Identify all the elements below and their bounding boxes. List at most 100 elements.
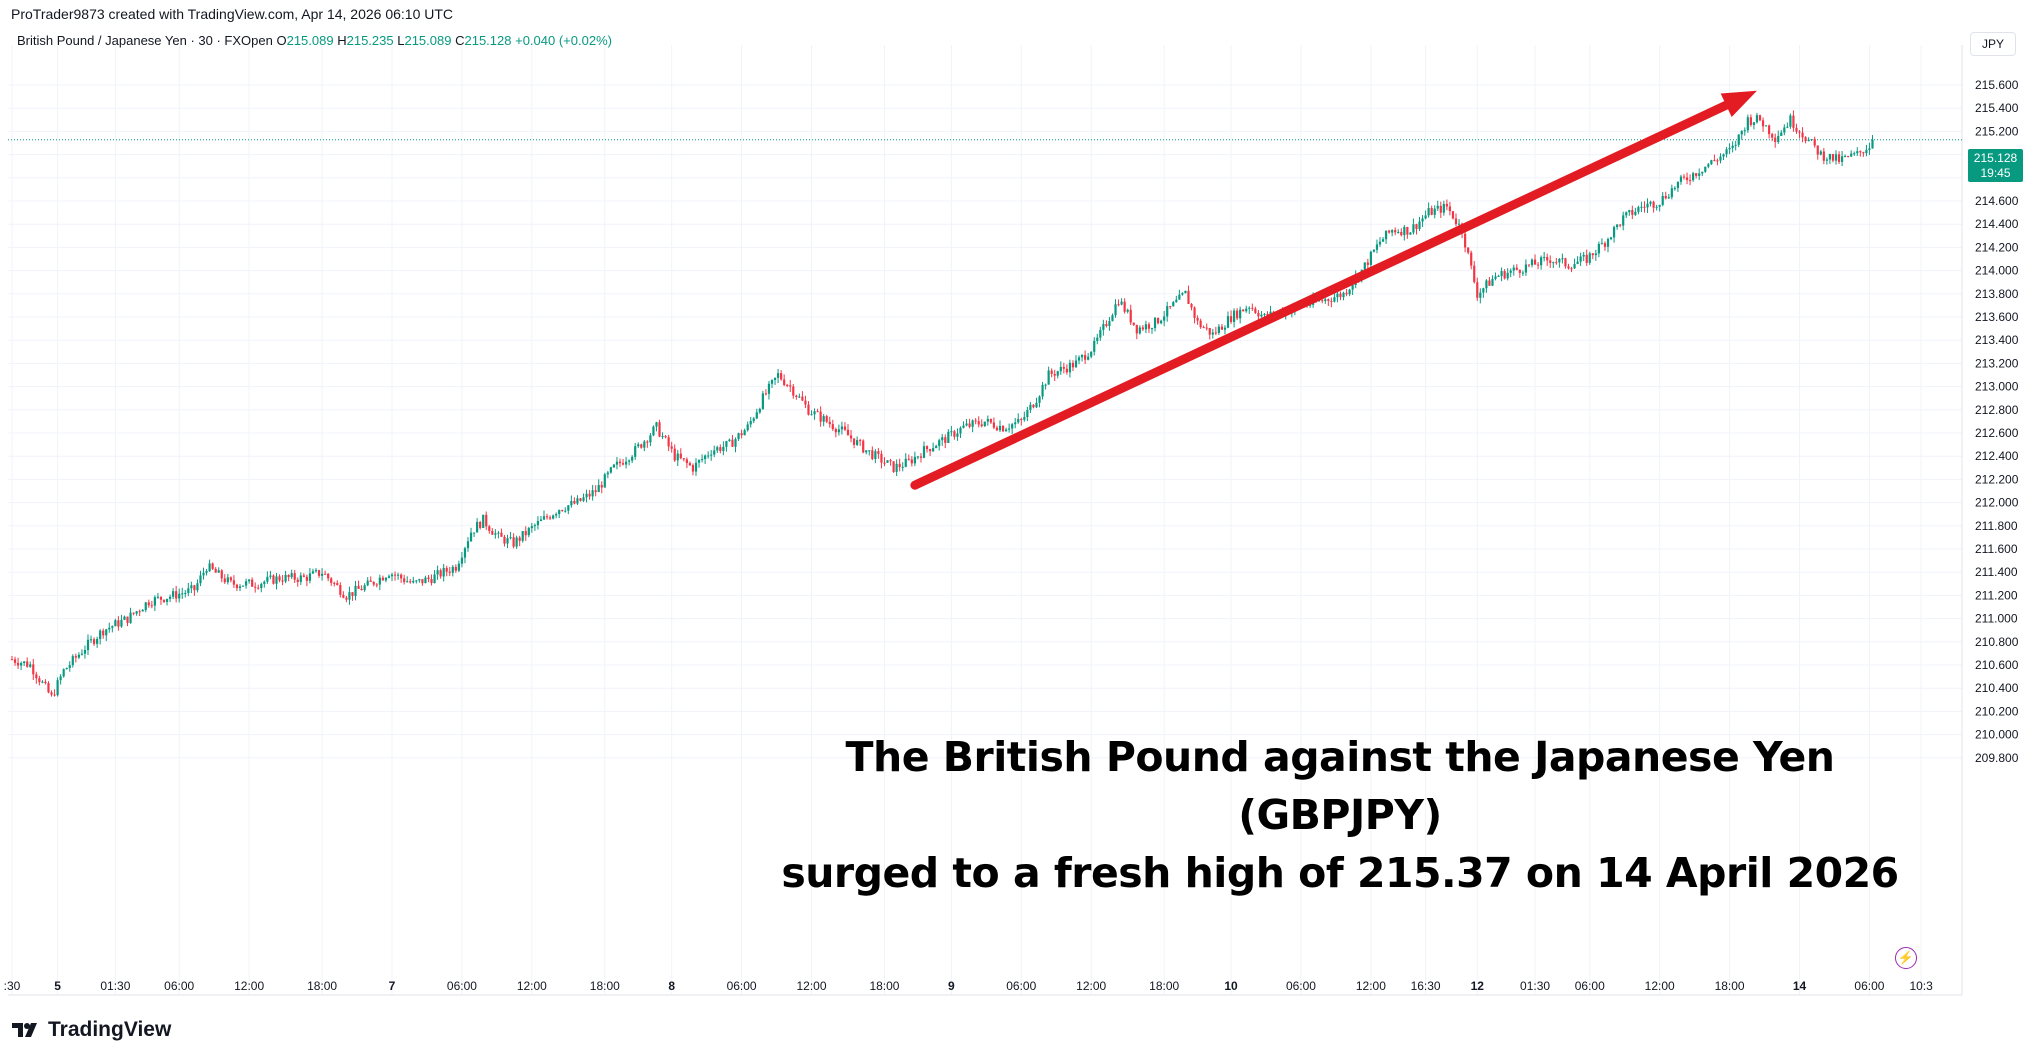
candle (700, 454, 704, 463)
candle (138, 609, 141, 617)
candle (412, 576, 415, 584)
candle (1482, 287, 1485, 298)
candle (1257, 310, 1260, 321)
candle (1470, 250, 1473, 270)
candle (263, 580, 266, 588)
candle (907, 454, 910, 461)
headline-annotation: The British Pound against the Japanese Y… (780, 728, 1900, 902)
candle (1518, 269, 1521, 278)
candle (1415, 223, 1418, 235)
lightning-icon[interactable]: ⚡ (1895, 947, 1917, 969)
trend-arrow[interactable] (910, 90, 1757, 490)
candle (877, 448, 880, 459)
candle (381, 575, 384, 581)
candle (491, 528, 494, 535)
candle (1208, 327, 1211, 340)
candle (1065, 364, 1068, 375)
price-tick-label: 214.400 (1975, 217, 2019, 231)
candle (1746, 114, 1749, 133)
candle (1597, 241, 1600, 258)
candle (1521, 270, 1524, 276)
candle (442, 563, 445, 582)
time-tick-label: 9 (948, 979, 955, 993)
candle (1087, 352, 1090, 361)
price-tick-label: 211.200 (1975, 588, 2018, 602)
candle (1099, 326, 1102, 341)
candle (1242, 309, 1245, 312)
candle (1777, 130, 1780, 144)
candle (597, 479, 600, 493)
candle (184, 590, 187, 598)
candle (74, 653, 77, 663)
candle (126, 616, 129, 627)
candle (1758, 114, 1762, 122)
candle (1160, 319, 1163, 325)
candle (1512, 264, 1515, 276)
candle (366, 577, 369, 587)
candle (664, 435, 667, 439)
candle (424, 575, 427, 584)
candle (68, 661, 71, 672)
candle (1585, 249, 1588, 266)
candle (737, 432, 740, 441)
candle (694, 458, 698, 476)
candle (950, 425, 953, 437)
tradingview-logo[interactable]: TradingView (12, 1018, 171, 1042)
candle (156, 593, 160, 599)
time-axis[interactable]: :30 5 01:30 06:00 12:00 18:00 7 06:00 12:00 18:00… (4, 979, 1933, 993)
candle (1871, 135, 1874, 149)
candle (667, 434, 670, 452)
candle (801, 391, 804, 402)
candle (883, 457, 886, 467)
candle (783, 374, 786, 387)
candle (1783, 124, 1786, 136)
candle (1536, 262, 1540, 270)
symbol-info-bar: British Pound / Japanese Yen · 30 · FXOp… (17, 33, 612, 48)
candle (26, 657, 29, 668)
candle (1384, 230, 1388, 244)
candle (1643, 201, 1646, 213)
candle (1591, 253, 1594, 260)
change-value: +0.040 (+0.02%) (515, 33, 612, 48)
candle (235, 583, 239, 591)
currency-button[interactable]: JPY (1970, 32, 2016, 56)
candle (41, 680, 44, 684)
candle (1245, 305, 1248, 313)
candle (479, 520, 482, 530)
candle (1658, 204, 1661, 212)
candle (1533, 254, 1537, 265)
candle (710, 450, 713, 461)
candle (555, 512, 558, 519)
candle (1409, 231, 1412, 235)
candle (1032, 404, 1035, 409)
candle (175, 585, 178, 603)
candle (296, 577, 299, 587)
candle (874, 449, 877, 464)
candle (421, 579, 424, 586)
candle (837, 424, 840, 436)
candle (1795, 123, 1798, 134)
candle (1348, 288, 1351, 297)
candle (56, 677, 59, 697)
candle (375, 583, 378, 588)
candle (162, 599, 166, 604)
candle (521, 531, 524, 543)
candle (1798, 130, 1801, 139)
candle (1150, 327, 1154, 334)
candle (1652, 200, 1655, 213)
candle (439, 568, 442, 579)
candle (1473, 261, 1476, 284)
candle (804, 395, 807, 409)
price-tick-label: 212.200 (1975, 472, 2019, 486)
candle (476, 518, 479, 533)
candle (1558, 258, 1561, 268)
candle (962, 421, 965, 429)
candle (1053, 369, 1056, 382)
candle (1479, 288, 1482, 304)
candle (1126, 308, 1129, 314)
symbol-description[interactable]: British Pound / Japanese Yen · 30 · FXOp… (17, 33, 273, 48)
candle (1755, 112, 1759, 124)
candle (1807, 137, 1810, 142)
candle (938, 438, 941, 451)
candle (482, 514, 485, 529)
